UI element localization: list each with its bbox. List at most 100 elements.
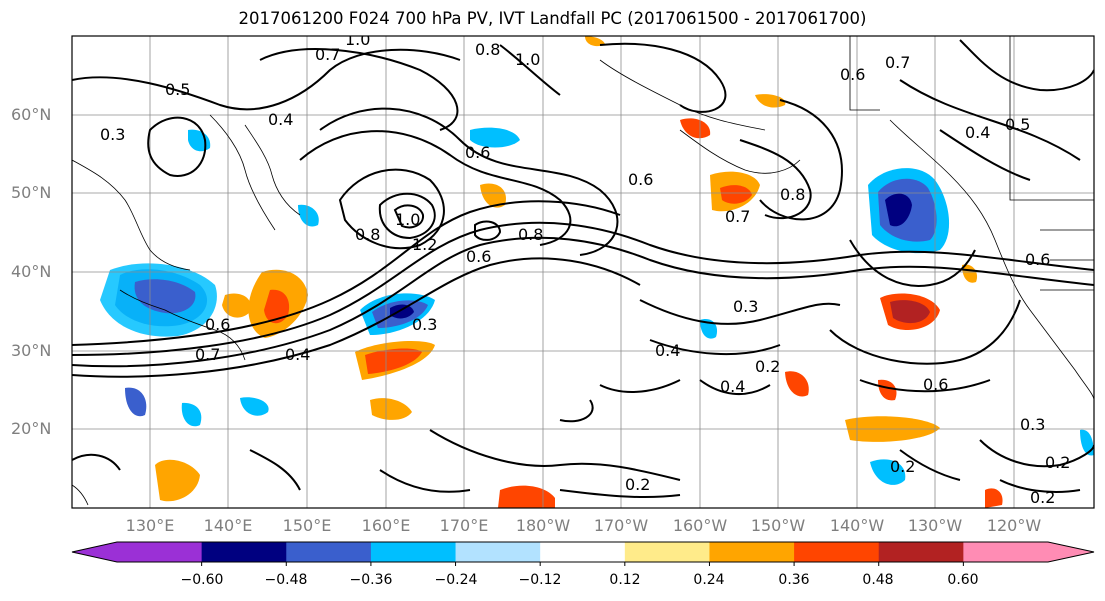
colorbar-tick-label: −0.24 — [434, 572, 478, 588]
contour-label: 0.5 — [165, 80, 190, 99]
longitude-label: 140°W — [829, 516, 885, 535]
colorbar-outline — [71, 541, 1095, 563]
positive-anomaly-patch — [155, 459, 200, 502]
longitude-label: 130°W — [907, 516, 963, 535]
positive-anomaly-patch — [985, 488, 1003, 508]
longitude-label: 130°E — [125, 516, 175, 535]
contour-label: 0.4 — [268, 110, 293, 129]
longitude-label: 150°E — [282, 516, 332, 535]
colorbar-tick-label: 0.36 — [778, 572, 810, 588]
colorbar-segment — [794, 542, 880, 562]
positive-anomaly-patch — [785, 371, 809, 397]
positive-anomaly-patch — [878, 379, 897, 401]
latitude-label: 20°N — [11, 419, 52, 438]
contour-label: 0.7 — [725, 207, 750, 226]
positive-anomaly-patch — [498, 485, 555, 508]
negative-anomaly-patch — [181, 402, 202, 427]
positive-anomaly-patch — [890, 300, 930, 324]
contour-label: 0.4 — [285, 345, 310, 364]
contour-label: 0.7 — [885, 53, 910, 72]
contour-label: 0.6 — [465, 143, 490, 162]
negative-anomaly-patch — [470, 127, 520, 148]
contour-label: 0.5 — [1005, 115, 1030, 134]
contour-label: 0.4 — [720, 377, 745, 396]
positive-anomaly-patch — [720, 185, 752, 204]
positive-anomaly-patch — [680, 118, 711, 139]
latitude-label: 50°N — [11, 183, 52, 202]
contour-label: 0.8 — [475, 40, 500, 59]
contour-label: 0.3 — [100, 125, 125, 144]
contour-label: 0.8 — [355, 225, 380, 244]
longitude-label: 160°E — [361, 516, 411, 535]
colorbar-segment — [201, 542, 287, 562]
negative-anomaly-patch — [240, 397, 269, 416]
colorbar-segment — [878, 542, 964, 562]
positive-anomaly-patch — [585, 36, 605, 47]
longitude-label: 180°W — [515, 516, 571, 535]
contour-label: 1.0 — [395, 210, 420, 229]
positive-anomaly-patch — [370, 398, 412, 420]
latitude-label: 30°N — [11, 341, 52, 360]
contour-label: 0.7 — [195, 345, 220, 364]
contour-label: 0.2 — [755, 357, 780, 376]
pc-shading — [100, 36, 1094, 508]
pv-contours — [72, 39, 1094, 499]
contour-label: 0.3 — [1020, 415, 1045, 434]
colorbar-tick-label: 0.48 — [862, 572, 894, 588]
contour-label: 0.6 — [1025, 250, 1050, 269]
contour-label: 0.2 — [625, 475, 650, 494]
contour-label: 1.2 — [412, 235, 437, 254]
positive-anomaly-patch — [365, 348, 422, 374]
map-border — [71, 35, 1095, 509]
contour-label: 0.8 — [518, 225, 543, 244]
colorbar-tick-label: 0.12 — [609, 572, 641, 588]
contour-label: 0.6 — [466, 247, 491, 266]
positive-anomaly-patch — [222, 293, 251, 318]
longitude-label: 170°W — [593, 516, 649, 535]
colorbar-segment — [455, 542, 541, 562]
latitude-label: 40°N — [11, 262, 52, 281]
map-title: 2017061200 F024 700 hPa PV, IVT Landfall… — [238, 9, 867, 28]
contour-label: 0.3 — [733, 297, 758, 316]
contour-label: 1.0 — [345, 30, 370, 49]
colorbar-tick-label: 0.24 — [693, 572, 725, 588]
contour-label: 0.6 — [923, 375, 948, 394]
positive-anomaly-patch — [264, 289, 290, 324]
colorbar-tick-label: −0.48 — [264, 572, 308, 588]
coastlines — [72, 36, 1094, 506]
contour-label: 0.4 — [655, 341, 680, 360]
colorbar-tick-label: −0.12 — [518, 572, 562, 588]
colorbar — [71, 541, 1095, 566]
longitude-label: 160°W — [672, 516, 728, 535]
colorbar-tick-label: −0.36 — [349, 572, 393, 588]
contour-label: 0.4 — [965, 123, 990, 142]
longitude-label: 150°W — [750, 516, 806, 535]
negative-anomaly-patch — [125, 387, 147, 417]
longitude-label: 140°E — [203, 516, 253, 535]
negative-anomaly-patch — [298, 204, 319, 227]
colorbar-segment — [540, 542, 626, 562]
negative-anomaly-patch — [390, 304, 414, 319]
colorbar-segment — [117, 542, 203, 562]
contour-label: 1.0 — [515, 50, 540, 69]
colorbar-extend-high — [1048, 542, 1094, 562]
colorbar-tick-label: 0.60 — [947, 572, 979, 588]
colorbar-segment — [370, 542, 457, 562]
negative-anomaly-patch — [870, 459, 906, 485]
colorbar-extend-low — [72, 542, 117, 562]
colorbar-segment — [624, 542, 710, 562]
gridlines — [72, 36, 1094, 508]
contour-labels: 1.0 0.7 0.8 1.0 0.6 0.7 0.5 0.4 0.3 0.6 … — [100, 30, 1070, 507]
colorbar-segment — [963, 542, 1049, 562]
negative-anomaly-patch — [885, 193, 912, 227]
colorbar-segment — [709, 542, 795, 562]
longitude-label: 170°E — [439, 516, 489, 535]
negative-anomaly-patch — [1080, 429, 1094, 456]
contour-label: 0.2 — [1030, 488, 1055, 507]
latitude-label: 60°N — [11, 105, 52, 124]
longitude-label: 120°W — [986, 516, 1042, 535]
contour-label: 0.2 — [890, 457, 915, 476]
contour-label: 0.6 — [205, 315, 230, 334]
contour-label: 0.3 — [412, 315, 437, 334]
